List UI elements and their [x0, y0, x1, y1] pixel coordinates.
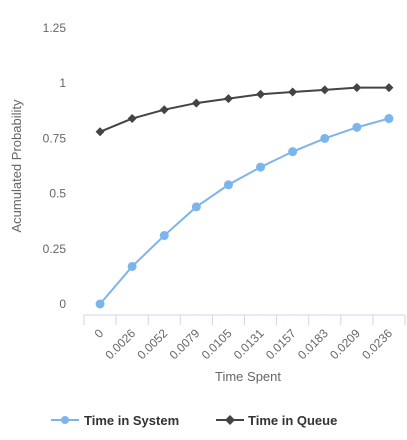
data-point-time-in-system[interactable] [352, 122, 362, 132]
legend-label-time-in-queue: Time in Queue [248, 413, 337, 428]
y-tick-label: 0.75 [43, 131, 67, 145]
series-layer [95, 83, 394, 309]
data-point-time-in-system[interactable] [159, 231, 169, 241]
x-tick-label: 0.0236 [359, 326, 395, 362]
y-tick-label: 0.5 [49, 187, 66, 201]
x-tick-label: 0.0079 [167, 326, 203, 362]
y-axis-title: Acumulated Probability [9, 99, 24, 232]
x-tick-label: 0.0157 [263, 326, 299, 362]
x-tick-label: 0.0052 [135, 326, 171, 362]
legend-diamond-marker-icon [225, 415, 235, 425]
data-point-time-in-queue[interactable] [320, 85, 330, 95]
data-point-time-in-system[interactable] [256, 162, 266, 172]
legend-label-time-in-system: Time in System [84, 413, 179, 428]
data-point-time-in-system[interactable] [320, 133, 330, 143]
data-point-time-in-queue[interactable] [159, 105, 169, 115]
y-tick-label: 0 [59, 297, 66, 311]
y-axis: 0 0.25 0.5 0.75 1 1.25 [43, 21, 67, 311]
data-point-time-in-queue[interactable] [223, 94, 233, 104]
data-point-time-in-queue[interactable] [95, 127, 105, 137]
x-tick-label: 0.0183 [295, 326, 331, 362]
data-point-time-in-queue[interactable] [191, 98, 201, 108]
data-point-time-in-system[interactable] [384, 114, 394, 124]
x-tick-label: 0.0209 [327, 326, 363, 362]
data-point-time-in-queue[interactable] [127, 114, 137, 124]
data-point-time-in-system[interactable] [223, 180, 233, 190]
y-tick-label: 0.25 [43, 242, 67, 256]
data-point-time-in-queue[interactable] [352, 83, 362, 93]
legend-item-time-in-system[interactable]: Time in System [51, 413, 179, 428]
legend: Time in System Time in Queue [51, 413, 337, 428]
data-point-time-in-system[interactable] [288, 147, 298, 157]
legend-item-time-in-queue[interactable]: Time in Queue [216, 413, 337, 428]
data-point-time-in-queue[interactable] [256, 89, 266, 99]
y-tick-label: 1.25 [43, 21, 67, 35]
x-tick-label: 0 [92, 326, 107, 341]
data-point-time-in-queue[interactable] [288, 87, 298, 97]
x-tick-label: 0.0131 [231, 326, 267, 362]
x-tick-label: 0.0026 [102, 326, 138, 362]
x-axis-title: Time Spent [215, 369, 281, 384]
data-point-time-in-system[interactable] [95, 299, 105, 309]
y-tick-label: 1 [59, 76, 66, 90]
series-line-time-in-system [99, 117, 390, 305]
x-tick-label: 0.0105 [199, 326, 235, 362]
data-point-time-in-system[interactable] [191, 202, 201, 212]
series-line-time-in-queue [99, 86, 389, 133]
data-point-time-in-queue[interactable] [384, 83, 394, 93]
x-axis: 00.00260.00520.00790.01050.01310.01570.0… [83, 314, 406, 362]
legend-circle-marker-icon [61, 416, 69, 424]
data-point-time-in-system[interactable] [127, 261, 137, 271]
